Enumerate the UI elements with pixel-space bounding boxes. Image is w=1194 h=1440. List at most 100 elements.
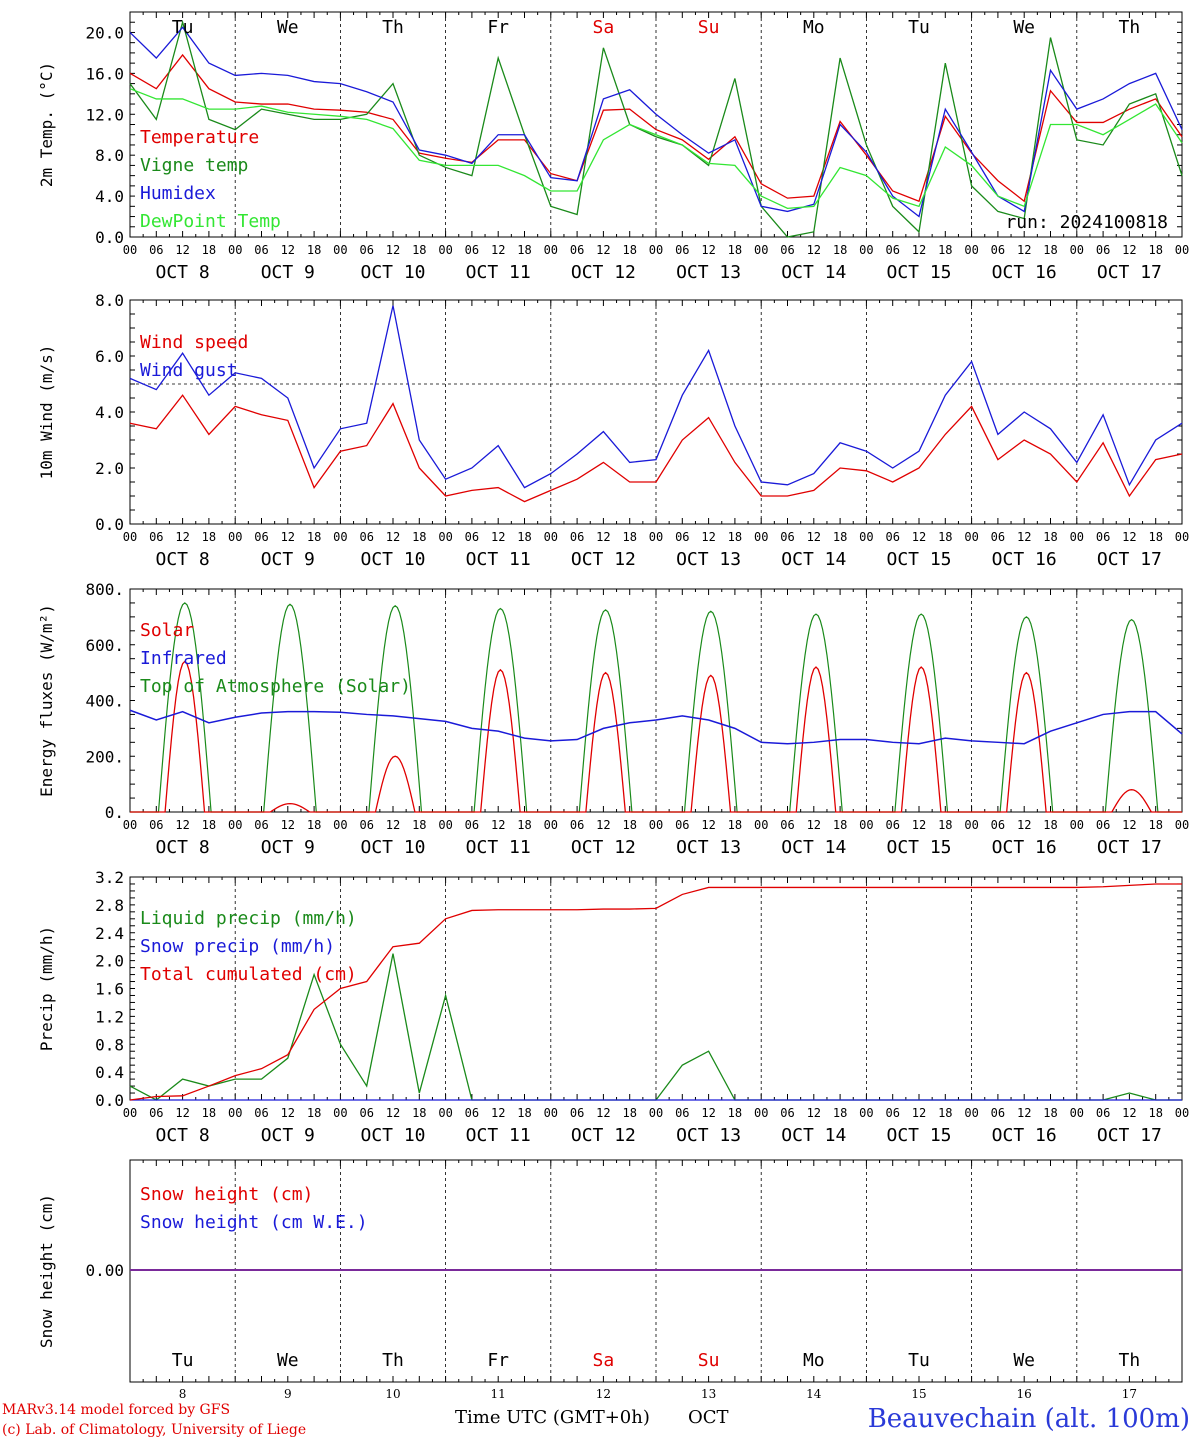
temp-date-label: OCT 13 [676,262,741,283]
wind-date-label: OCT 8 [156,549,210,570]
precip-hour-label: 00 [859,1106,873,1120]
precip-y-tick-label: 1.2 [95,1007,124,1026]
precip-hour-label: 06 [1096,1106,1110,1120]
energy-date-label: OCT 11 [466,837,531,858]
wind-hour-label: 06 [1096,530,1110,544]
snow-weekday-label: Fr [487,1350,509,1371]
wind-panel: 0.0 2.0 4.0 6.0 8.0 10m Wind (m/s) 00 06 12 18 00 0… [37,291,1189,570]
energy-hour-label: 12 [1017,818,1031,832]
energy-hour-label: 18 [517,818,531,832]
wind-series-0 [129,394,1183,503]
temp-series-2 [129,26,1183,218]
x-axis-month: OCT [688,1407,729,1428]
energy-hour-label: 00 [544,818,558,832]
precip-hour-label: 00 [964,1106,978,1120]
precip-hour-label: 00 [1070,1106,1084,1120]
wind-hour-label: 00 [754,530,768,544]
energy-hour-label: 18 [1148,818,1162,832]
wind-hour-label: 18 [728,530,742,544]
precip-hour-label: 00 [123,1106,137,1120]
temp-y-tick-label: 12.0 [85,105,124,124]
precip-date-label: OCT 11 [466,1125,531,1146]
temp-legend-3: DewPoint Temp [140,211,281,232]
energy-hour-label: 18 [1043,818,1057,832]
wind-hour-label: 18 [1148,530,1162,544]
temp-frame [129,11,1183,238]
precip-hour-label: 06 [780,1106,794,1120]
wind-hour-label: 18 [412,530,426,544]
wind-hour-label: 06 [570,530,584,544]
temp-hour-label: 00 [964,243,978,257]
temp-hour-label: 00 [228,243,242,257]
energy-hour-label: 00 [649,818,663,832]
precip-y-tick-label: 0.8 [95,1035,124,1054]
temp-hour-label: 00 [544,243,558,257]
panels: 0.0 4.0 8.0 12.0 16.0 20.0 2m Temp. (°C) 00 06 12… [37,11,1189,1401]
temp-weekday-label: Tu [172,17,194,38]
wind-date-label: OCT 10 [360,549,425,570]
snow-weekday-label: Su [698,1350,720,1371]
precip-y-tick-label: 2.8 [95,896,124,915]
precip-hour-label: 12 [386,1106,400,1120]
precip-legend-2: Total cumulated (cm) [140,964,357,985]
precip-hour-label: 12 [596,1106,610,1120]
precip-hour-label: 00 [333,1106,347,1120]
wind-y-tick-label: 4.0 [95,403,124,422]
energy-hour-label: 18 [202,818,216,832]
temp-hour-label: 18 [622,243,636,257]
wind-hour-label: 12 [491,530,505,544]
energy-infrared-line [129,709,1183,745]
temp-hour-label: 06 [149,243,163,257]
temp-weekday-label: We [277,17,299,38]
temp-y-tick-label: 20.0 [85,23,124,42]
precip-hour-label: 00 [544,1106,558,1120]
precip-hour-label: 18 [307,1106,321,1120]
wind-hour-label: 00 [964,530,978,544]
temp-hour-label: 18 [517,243,531,257]
temp-hour-label: 12 [386,243,400,257]
precip-series-2 [129,883,1182,1101]
temp-hour-label: 00 [649,243,663,257]
wind-hour-label: 06 [465,530,479,544]
energy-hour-label: 06 [465,818,479,832]
wind-hour-label: 18 [1043,530,1057,544]
energy-hour-label: 00 [964,818,978,832]
energy-date-label: OCT 10 [360,837,425,858]
precip-hour-label: 12 [701,1106,715,1120]
wind-date-label: OCT 9 [261,549,315,570]
temp-hour-label: 00 [1070,243,1084,257]
temp-y-tick-label: 0.0 [95,228,124,247]
energy-hour-label: 00 [228,818,242,832]
snow-weekday-label: We [1013,1350,1035,1371]
temp-hour-label: 00 [123,243,137,257]
energy-hour-label: 12 [912,818,926,832]
precip-hour-label: 06 [675,1106,689,1120]
energy-date-label: OCT 13 [676,837,741,858]
energy-hour-label: 12 [491,818,505,832]
precip-y-tick-label: 1.6 [95,980,124,999]
temp-legend-1: Vigne temp [140,155,248,176]
temp-legend-0: Temperature [140,127,259,148]
energy-date-label: OCT 16 [992,837,1057,858]
temp-hour-label: 18 [833,243,847,257]
precip-date-label: OCT 10 [360,1125,425,1146]
energy-y-tick-label: 600. [85,636,124,655]
run-annotation: run: 2024100818 [1005,212,1168,233]
snow-y-tick-label: 0.00 [85,1261,124,1280]
precip-date-label: OCT 14 [781,1125,846,1146]
snow-weekday-label: Sa [593,1350,615,1371]
precip-hour-label: 18 [202,1106,216,1120]
temp-date-label: OCT 17 [1097,262,1162,283]
day-number-label: 14 [806,1387,822,1401]
wind-hour-label: 00 [333,530,347,544]
energy-y-tick-label: 0. [105,803,124,822]
temp-panel: 0.0 4.0 8.0 12.0 16.0 20.0 2m Temp. (°C) 00 06 12… [37,11,1189,283]
precip-hour-label: 12 [491,1106,505,1120]
energy-legend-1: Infrared [140,648,227,669]
temp-weekday-label: We [1013,17,1035,38]
energy-date-label: OCT 12 [571,837,636,858]
temp-hour-label: 00 [859,243,873,257]
x-axis-title: Time UTC (GMT+0h) [455,1407,650,1428]
energy-hour-label: 12 [281,818,295,832]
